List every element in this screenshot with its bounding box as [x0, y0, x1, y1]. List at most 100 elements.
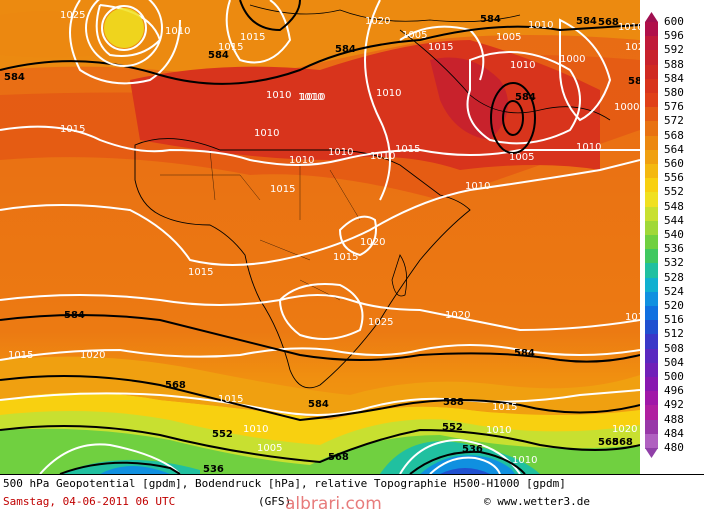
isobar-1010-north [0, 125, 640, 166]
isobar-label: 1015 [333, 252, 358, 263]
contour-536-west [59, 461, 181, 474]
contour-552 [0, 425, 640, 464]
legend-swatch [645, 135, 658, 151]
isobar-low-sw [39, 443, 181, 474]
legend-level-label: 564 [664, 142, 684, 156]
isobar-label: 1015 [428, 42, 453, 53]
legend-level-label: 560 [664, 157, 684, 170]
legend-level-label: 484 [664, 426, 684, 440]
legend-swatch [645, 206, 658, 222]
legend-swatch [645, 320, 658, 336]
legend-swatch [645, 22, 658, 37]
legend-level-label: 592 [664, 43, 684, 57]
geopotential-label: 588 [443, 397, 464, 408]
legend-level-label: 596 [664, 29, 684, 43]
isobar-label: 1010 [528, 20, 553, 31]
arabia-asia-coastline [399, 29, 611, 121]
legend-swatch [645, 362, 658, 378]
legend-level-label: 508 [664, 341, 684, 355]
isobar-1025-south-africa [278, 283, 364, 340]
geopotential-label: 568 [612, 437, 633, 448]
legend-swatch [645, 50, 658, 66]
legend-level-label: 548 [664, 199, 684, 213]
legend-level-label: 536 [664, 242, 684, 256]
legend-color-bar [645, 22, 658, 449]
footer-credit: © www.wetter3.de [484, 495, 590, 508]
isobar-label: 1010 [618, 22, 640, 33]
zone-516 [440, 468, 490, 474]
legend-swatch [645, 291, 658, 307]
isobar-label: 1015 [625, 312, 640, 323]
isobar-label: 1010 [289, 155, 314, 166]
legend-swatch [645, 235, 658, 250]
isobar-label: 1005 [257, 443, 282, 454]
geopotential-label: 568 [598, 17, 619, 28]
geopotential-label: 552 [442, 422, 463, 433]
isobar-label: 1010 [370, 151, 395, 162]
geopotential-label: 584 [480, 14, 501, 25]
footer-date: Samstag, 04-06-2011 06 UTC [3, 495, 176, 508]
legend-level-label: 528 [664, 270, 684, 284]
legend-level-label: 480 [664, 441, 684, 454]
geopotential-label: 584 [308, 399, 329, 410]
isobar-label: 1015 [60, 124, 85, 135]
isobar-label: 1010 [576, 142, 601, 153]
isobar-1010-nile [364, 0, 391, 201]
geopotential-label: 584 [576, 16, 597, 27]
geopotential-labels: 5845845845845845845845685525365845685885… [4, 14, 640, 474]
legend-bottom-arrow [645, 448, 658, 458]
isobar-label: 1015 [8, 350, 33, 361]
legend-level-label: 600 [664, 15, 684, 28]
legend-level-label: 580 [664, 86, 684, 99]
atlantic-high-core [104, 8, 144, 48]
isobar-label: 1010 [243, 424, 268, 435]
isobar-1000-india [559, 18, 612, 122]
watermark: albrari.com [285, 494, 382, 514]
legend-level-label: 576 [664, 100, 684, 114]
isobar-label: 1025 [368, 317, 393, 328]
legend-swatch [645, 78, 658, 94]
zone-584-arabia [430, 57, 508, 140]
geopotential-label: 552 [212, 429, 233, 440]
zone-nw [0, 11, 100, 58]
geopotential-label: 584 [628, 76, 640, 87]
isobar-1020-atlantic [69, 0, 181, 85]
high-ring-outer [85, 0, 163, 67]
isobar-label: 1020 [625, 42, 640, 53]
isobar-label: 1020 [365, 16, 390, 27]
legend-level-label: 500 [664, 370, 684, 383]
legend-level-label: 588 [664, 57, 684, 71]
isobar-1015-south [0, 294, 640, 332]
weather-map: 1025 1010 1015 1015 1010 1020 1005 1005 1010 1000… [0, 0, 640, 474]
zone-524-east [420, 455, 515, 474]
legend-level-label: 520 [664, 299, 684, 312]
legend-level-label: 572 [664, 114, 684, 128]
isobar-label: 1010 [254, 128, 279, 139]
africa-coastline [134, 138, 471, 389]
isobar-label: 1010 [486, 425, 511, 436]
isobar-label: 1015 [218, 394, 243, 405]
europe-coastline [249, 4, 521, 23]
geopotential-label: 568 [328, 452, 349, 463]
geopotential-label: 568 [165, 380, 186, 391]
legend-level-label: 512 [664, 327, 684, 341]
isobar-1020-east-africa [338, 215, 377, 257]
isobar-label: 1010 [376, 88, 401, 99]
isobar-label: 1010 [328, 147, 353, 158]
legend-top-arrow [645, 12, 658, 22]
country-borders [160, 149, 361, 301]
atlantic-high-rings [85, 0, 163, 67]
isobar-label: 1005 [402, 30, 427, 41]
legend-level-label: 540 [664, 228, 684, 241]
legend-level-label: 516 [664, 313, 684, 327]
isobar-1015-med [225, 0, 292, 64]
isobar-label: 1010 [465, 181, 490, 192]
isobar-label: 1005 [509, 152, 534, 163]
isobar-label: 1010 [512, 455, 537, 466]
legend-swatch [645, 263, 658, 279]
isobar-label: 1010 [266, 90, 291, 101]
geopotential-label: 584 [4, 72, 25, 83]
legend-level-label: 584 [664, 71, 684, 85]
legend-swatch [645, 149, 658, 165]
